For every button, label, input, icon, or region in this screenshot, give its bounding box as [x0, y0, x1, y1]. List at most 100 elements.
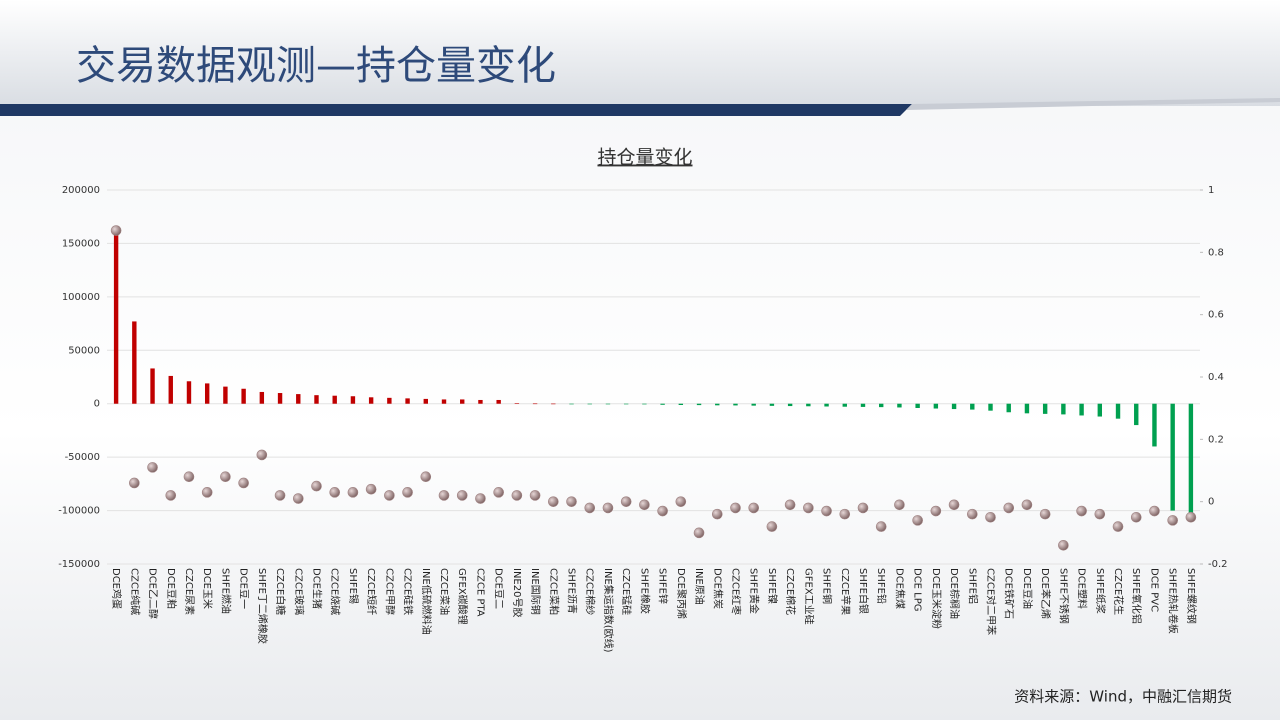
dot: [821, 505, 832, 517]
x-tick-label: SHFE镍: [766, 568, 779, 604]
header-rule: [0, 104, 912, 116]
bar: [842, 403, 847, 407]
bar: [715, 403, 720, 406]
dot: [857, 502, 869, 514]
dot: [347, 487, 359, 498]
x-tick-label: CZCE菜粕: [547, 568, 560, 615]
dot: [602, 502, 614, 514]
x-tick-label: DCE焦煤: [893, 568, 906, 609]
y-tick-label: -100000: [58, 506, 100, 517]
dot: [1021, 499, 1033, 511]
y2-tick-label: -0.2: [1208, 559, 1228, 570]
dot: [529, 490, 541, 501]
dot: [675, 496, 687, 507]
dot: [912, 515, 923, 526]
y2-tick-label: 1: [1208, 185, 1214, 196]
dot: [1003, 502, 1015, 514]
x-tick-label: INE原油: [693, 568, 706, 605]
x-tick-label: DCE棕榈油: [948, 568, 961, 619]
dot: [875, 521, 887, 532]
dot: [711, 508, 723, 520]
dot: [1094, 508, 1106, 520]
slide-title: 交易数据观测—持仓量变化: [76, 43, 556, 89]
x-tick-label: CZCE纯碱: [128, 568, 141, 615]
dot: [438, 490, 450, 501]
x-tick-label: DCE铁矿石: [1003, 568, 1016, 619]
bar: [787, 403, 793, 407]
x-tick-label: DCE焦炭: [711, 568, 724, 609]
dot: [1058, 539, 1069, 551]
x-tick-label: CZCE棉花: [784, 568, 797, 615]
bar: [660, 403, 665, 405]
bar: [113, 230, 119, 404]
x-tick-label: GFEX工业硅: [802, 568, 815, 625]
dot: [748, 502, 759, 514]
bar: [259, 391, 265, 404]
bar: [1097, 403, 1103, 417]
x-tick-label: DCE豆一: [238, 568, 250, 609]
x-tick-label: SHFE锡: [347, 568, 360, 604]
bar: [860, 403, 866, 407]
dot: [147, 462, 158, 473]
dot: [292, 493, 304, 504]
bar: [1134, 403, 1139, 426]
y2-tick-label: 0.4: [1208, 372, 1224, 383]
bar: [551, 403, 556, 405]
bar: [441, 399, 447, 404]
x-tick-label: CZCE苹果: [839, 568, 852, 615]
bar: [277, 393, 283, 404]
bar: [988, 403, 993, 411]
x-tick-label: CZCE硅铁: [402, 568, 415, 615]
dot: [657, 505, 668, 517]
y-tick-label: 150000: [62, 238, 100, 249]
bar: [733, 403, 738, 406]
bar: [1079, 403, 1084, 416]
dot: [1130, 511, 1142, 523]
x-tick-label: DCE生猪: [310, 568, 323, 609]
dot: [548, 496, 559, 507]
bar: [186, 381, 192, 404]
x-tick-label: SHFE沥青: [566, 568, 579, 614]
x-tick-label: SHFE铅: [875, 568, 888, 604]
x-tick-label: DCE豆二: [493, 568, 505, 609]
dot: [839, 508, 851, 520]
bar: [332, 395, 337, 404]
dot: [693, 527, 705, 539]
dot: [165, 490, 177, 501]
y2-tick-label: 0.8: [1208, 247, 1224, 258]
x-tick-label: SHFE铝: [966, 568, 978, 604]
dot: [475, 493, 486, 504]
x-tick-label: CZCE棉纱: [584, 568, 597, 615]
x-tick-label: SHFE锌: [657, 568, 670, 604]
bar: [460, 399, 465, 404]
bar: [605, 403, 611, 405]
source-note: 资料来源：Wind，中融汇信期货: [1014, 688, 1232, 706]
y-tick-label: 50000: [68, 345, 100, 356]
bar: [132, 321, 137, 404]
bar: [387, 397, 392, 404]
bar: [350, 396, 356, 404]
dot: [493, 487, 504, 498]
x-tick-label: CZCE PTA: [474, 568, 485, 617]
x-tick-label: INE集运指数(欧线): [602, 568, 615, 653]
dot: [311, 480, 322, 492]
dot: [256, 449, 268, 461]
y-tick-label: 0: [94, 399, 100, 410]
dot: [1076, 505, 1087, 517]
y-tick-label: -50000: [65, 452, 100, 463]
x-tick-label: DCE PVC: [1148, 568, 1159, 612]
x-tick-label: DCE乙二醇: [147, 568, 160, 619]
x-tick-label: CZCE尿素: [183, 568, 196, 615]
x-tick-label: CZCE花生: [1112, 568, 1125, 615]
y-tick-label: 200000: [62, 185, 100, 196]
dot: [894, 499, 905, 511]
x-tick-label: DCE鸡蛋: [110, 568, 123, 609]
bar: [1152, 403, 1157, 447]
x-tick-label: CZCE对二甲苯: [985, 568, 998, 635]
bar: [478, 399, 483, 404]
bar: [769, 403, 775, 406]
bar: [951, 403, 957, 410]
dot: [402, 487, 413, 498]
bar: [1061, 403, 1066, 415]
